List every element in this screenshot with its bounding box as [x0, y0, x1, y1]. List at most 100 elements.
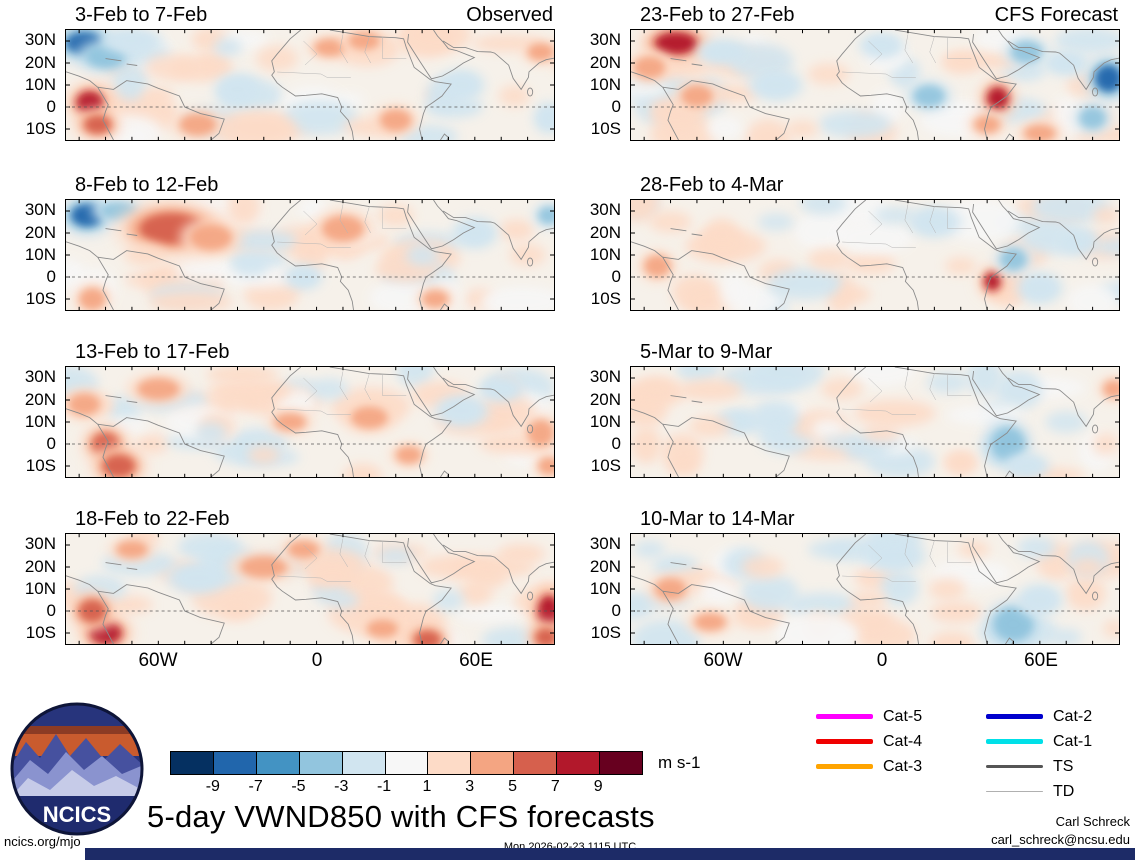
- colorbar-tick-label: 5: [508, 778, 517, 795]
- map-panel: [630, 533, 1120, 645]
- lat-axis: 30N 20N 10N 0 10S: [14, 366, 60, 478]
- legend-line-swatch: [986, 765, 1043, 768]
- lat-tick-label: 20N: [589, 557, 621, 576]
- lat-tick-label: 10N: [589, 245, 621, 264]
- lat-tick-label: 10S: [25, 289, 56, 308]
- lat-tick-label: 30N: [589, 200, 621, 219]
- figure-title: 5-day VWND850 with CFS forecasts: [147, 799, 655, 834]
- lat-tick-label: 20N: [24, 53, 56, 72]
- ncics-logo: NCICS: [10, 702, 144, 836]
- colorbar-segment: [342, 752, 386, 774]
- legend-label: Cat-4: [883, 732, 923, 750]
- colorbar-tick-label: 3: [465, 778, 475, 795]
- colorbar-segment: [213, 752, 257, 774]
- lat-tick-label: 10S: [590, 119, 621, 138]
- panel-corner-label: [1118, 506, 1120, 532]
- lon-tick-label: 60E: [459, 650, 493, 671]
- colorbar-segment: [299, 752, 343, 774]
- lat-tick-label: 0: [611, 601, 621, 620]
- lat-tick-label: 30N: [24, 30, 56, 49]
- colorbar-segment: [514, 752, 558, 774]
- lat-tick-label: 0: [46, 434, 56, 453]
- column-header-observed: Observed: [466, 4, 553, 26]
- legend-item-td: TD: [986, 779, 1135, 804]
- map-panel: [630, 366, 1120, 478]
- legend-item-cat-4: Cat-4: [816, 729, 976, 754]
- author-email: carl_schreck@ncsu.edu: [991, 832, 1130, 847]
- lat-tick-label: 10S: [590, 623, 621, 642]
- lat-axis: 30N 20N 10N 0 10S: [14, 533, 60, 645]
- map-panel: [65, 533, 555, 645]
- website-text: ncics.org/mjo: [4, 834, 81, 849]
- colorbar-segment: [557, 752, 601, 774]
- lon-tick-label: 60E: [1024, 650, 1058, 671]
- colorbar-segment: [471, 752, 515, 774]
- lat-tick-label: 30N: [589, 30, 621, 49]
- lat-axis: 30N 20N 10N 0 10S: [14, 199, 60, 311]
- lat-tick-label: 10N: [24, 75, 56, 94]
- legend-column-categories-high: Cat-5 Cat-4 Cat-3: [816, 704, 976, 779]
- lat-tick-label: 0: [46, 267, 56, 286]
- lat-tick-label: 0: [611, 434, 621, 453]
- legend-line-swatch: [816, 714, 873, 719]
- colorbar-tick-label: -7: [248, 778, 263, 795]
- panel-title: 13-Feb to 17-Feb: [75, 341, 230, 363]
- panel-title: 8-Feb to 12-Feb: [75, 174, 219, 196]
- colorbar-unit-label: m s-1: [658, 753, 701, 772]
- lat-tick-label: 20N: [24, 557, 56, 576]
- lat-tick-label: 0: [611, 97, 621, 116]
- lon-tick-label: 60W: [138, 650, 178, 671]
- colorbar-tick-label: 1: [422, 778, 432, 795]
- lat-tick-label: 10S: [25, 456, 56, 475]
- ncics-logo-text: NCICS: [43, 802, 111, 827]
- panel-corner-label: [553, 506, 555, 532]
- panel-title: 28-Feb to 4-Mar: [640, 174, 784, 196]
- lat-tick-label: 10S: [590, 456, 621, 475]
- lat-tick-label: 10S: [25, 119, 56, 138]
- panel-title-row: 13-Feb to 17-Feb: [65, 339, 555, 365]
- legend-label: TS: [1053, 757, 1074, 775]
- lat-tick-label: 20N: [24, 390, 56, 409]
- lat-tick-label: 20N: [589, 390, 621, 409]
- colorbar-tick-label: -5: [291, 778, 306, 795]
- lat-tick-label: 10N: [24, 579, 56, 598]
- lat-tick-label: 10N: [589, 412, 621, 431]
- panel-title: 10-Mar to 14-Mar: [640, 508, 795, 530]
- panel-title-row: 18-Feb to 22-Feb: [65, 506, 555, 532]
- panel-title: 18-Feb to 22-Feb: [75, 508, 230, 530]
- panel-title-row: 5-Mar to 9-Mar: [630, 339, 1120, 365]
- legend-label: TD: [1053, 782, 1075, 800]
- legend-item-cat-2: Cat-2: [986, 704, 1135, 729]
- lat-tick-label: 30N: [589, 367, 621, 386]
- panel-corner-label: [553, 339, 555, 365]
- legend-label: Cat-2: [1053, 707, 1093, 725]
- lat-tick-label: 0: [46, 601, 56, 620]
- lat-tick-label: 10N: [589, 75, 621, 94]
- lon-tick-label: 60W: [703, 650, 743, 671]
- legend-label: Cat-5: [883, 707, 923, 725]
- colorbar-tick-labels: -9 -7 -5 -3 -1 1 3 5 7 9: [170, 775, 643, 795]
- column-header-cfs-forecast: CFS Forecast: [994, 4, 1118, 26]
- panel-corner-label: [1118, 339, 1120, 365]
- legend-label: Cat-1: [1053, 732, 1093, 750]
- colorbar-tick-label: -1: [376, 778, 392, 795]
- lat-tick-label: 10N: [589, 579, 621, 598]
- legend-item-ts: TS: [986, 754, 1135, 779]
- lat-axis: 30N 20N 10N 0 10S: [14, 29, 60, 141]
- colorbar-segments: [170, 751, 643, 775]
- panel-title-row: 28-Feb to 4-Mar: [630, 172, 1120, 198]
- legend-line-swatch: [986, 714, 1043, 719]
- colorbar-segment: [256, 752, 300, 774]
- colorbar-tick-label: 7: [550, 778, 560, 795]
- lat-axis: 30N 20N 10N 0 10S: [579, 199, 625, 311]
- panel-title: 23-Feb to 27-Feb: [640, 4, 795, 26]
- lat-tick-label: 0: [46, 97, 56, 116]
- legend-line-swatch: [986, 739, 1043, 744]
- lat-tick-label: 30N: [24, 534, 56, 553]
- legend-item-cat-3: Cat-3: [816, 754, 976, 779]
- lon-tick-label: 0: [876, 650, 888, 671]
- lat-axis: 30N 20N 10N 0 10S: [579, 29, 625, 141]
- map-panel: [65, 366, 555, 478]
- map-panel: [65, 29, 555, 141]
